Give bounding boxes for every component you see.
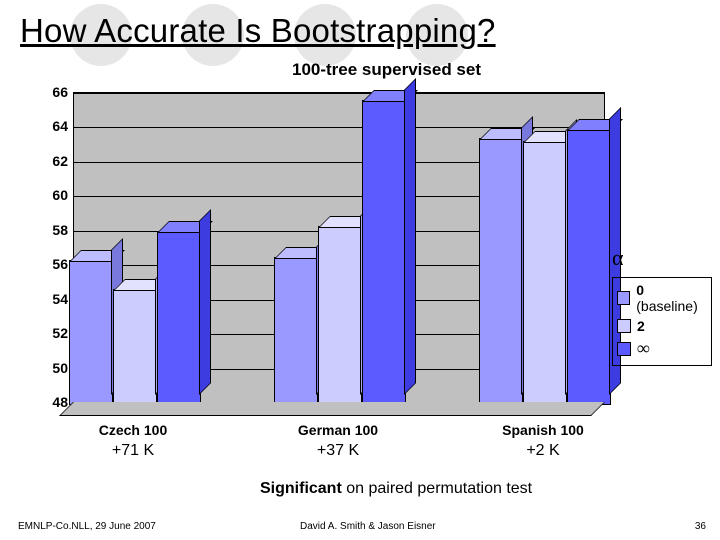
bar [274,257,316,403]
y-tick-label: 64 [40,118,68,134]
y-tick-label: 56 [40,256,68,272]
x-category-label: Czech 100 [63,422,203,438]
y-tick-label: 50 [40,360,68,376]
legend-alpha-symbol: α [612,245,712,271]
plot-background [73,92,605,404]
y-tick-label: 62 [40,153,68,169]
bar [523,141,565,403]
y-tick-label: 54 [40,291,68,307]
y-tick-label: 52 [40,325,68,341]
legend-label: 0 (baseline) [636,282,705,314]
bar [318,226,360,403]
y-tick-label: 58 [40,222,68,238]
slide-title: How Accurate Is Bootstrapping? [20,12,496,50]
legend-swatch [617,342,631,356]
footer-venue: EMNLP-Co.NLL, 29 June 2007 [18,521,156,532]
bar [113,289,155,403]
x-category-label: German 100 [268,422,408,438]
x-category-sublabel: +2 K [473,442,613,460]
legend-label: 2 [637,318,645,334]
footer-page-number: 36 [695,521,706,532]
footer-authors: David A. Smith & Jason Eisner [300,521,436,532]
chart: 48505254565860626466Czech 100+71 KGerman… [38,92,603,452]
y-tick-label: 48 [40,394,68,410]
legend-swatch [617,319,631,333]
legend-box: 0 (baseline) 2 ∞ [612,277,712,366]
significance-rest: on paired permutation test [342,480,532,497]
slide: How Accurate Is Bootstrapping? 100-tree … [0,0,720,540]
legend-item-2: ∞ [617,338,705,359]
bar-group [479,129,609,403]
legend-item-0: 0 (baseline) [617,282,705,314]
x-category-sublabel: +71 K [63,442,203,460]
bar [157,231,199,403]
grid-line [74,93,604,94]
plot-floor [59,402,605,416]
legend-label: ∞ [637,338,650,359]
bar [69,260,111,403]
legend: α 0 (baseline) 2 ∞ [612,245,712,366]
bar [479,138,521,403]
y-tick-label: 66 [40,84,68,100]
x-category-sublabel: +37 K [268,442,408,460]
bar-group [69,231,199,403]
significance-note: Significant on paired permutation test [260,480,532,498]
y-tick-label: 60 [40,187,68,203]
bar [567,129,609,403]
legend-item-1: 2 [617,318,705,334]
x-category-label: Spanish 100 [473,422,613,438]
bar-group [274,100,404,403]
significance-bold: Significant [260,480,342,497]
legend-swatch [617,291,630,305]
slide-subtitle: 100-tree supervised set [292,60,481,80]
bar [362,100,404,403]
